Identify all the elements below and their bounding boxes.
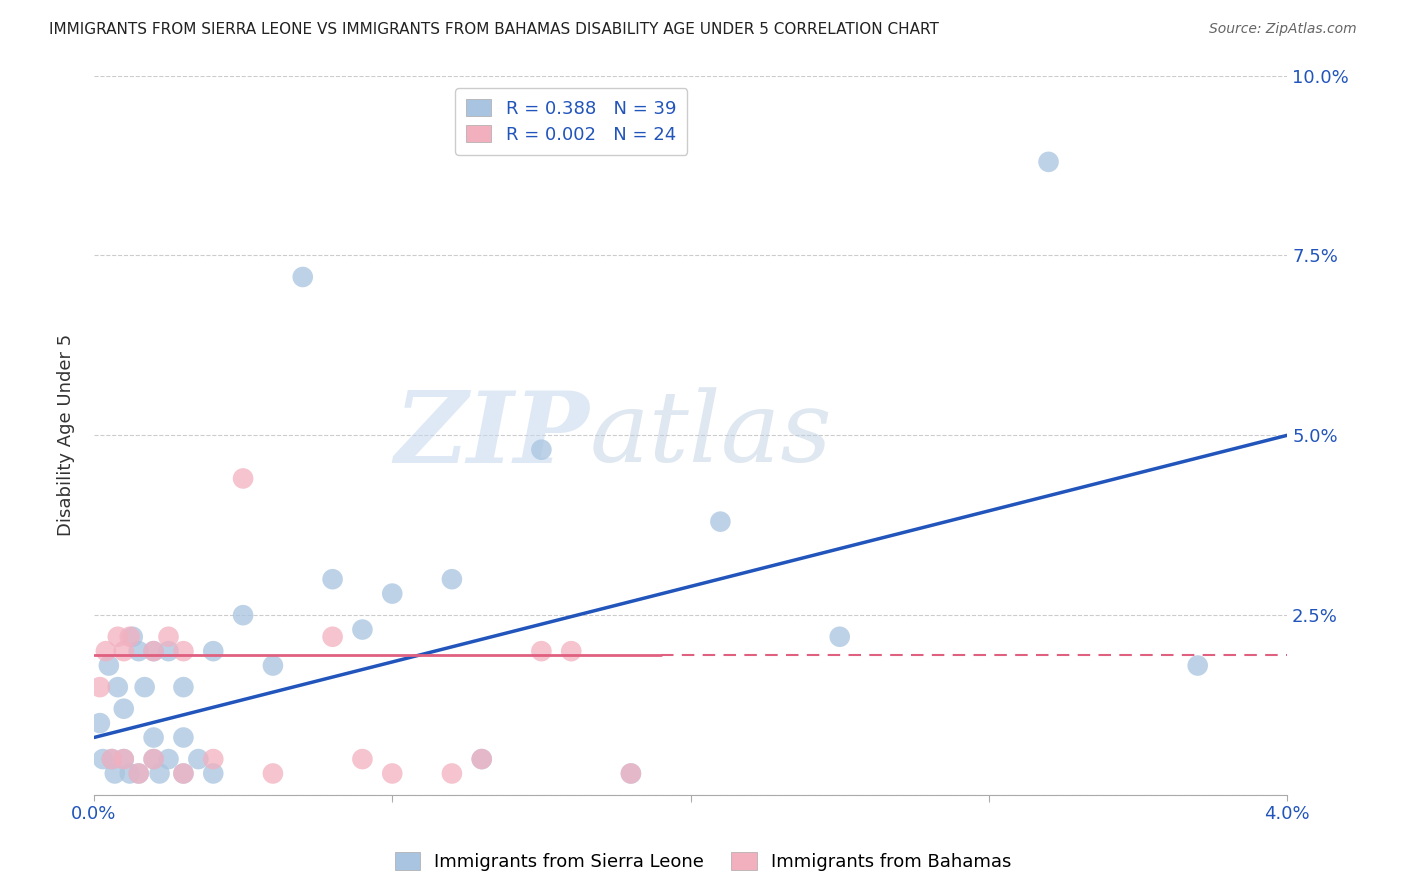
Point: [142, 644, 165, 658]
Point: [322, 572, 344, 586]
Point: [172, 766, 194, 780]
Point: [134, 680, 156, 694]
Point: [322, 630, 344, 644]
Point: [1187, 658, 1209, 673]
Point: [709, 515, 731, 529]
Point: [142, 752, 165, 766]
Point: [262, 766, 284, 780]
Point: [157, 644, 180, 658]
Legend: Immigrants from Sierra Leone, Immigrants from Bahamas: Immigrants from Sierra Leone, Immigrants…: [388, 846, 1018, 879]
Point: [128, 766, 150, 780]
Point: [107, 630, 129, 644]
Point: [104, 766, 127, 780]
Point: [202, 766, 225, 780]
Point: [94, 644, 117, 658]
Point: [530, 442, 553, 457]
Text: Source: ZipAtlas.com: Source: ZipAtlas.com: [1209, 22, 1357, 37]
Point: [172, 680, 194, 694]
Point: [142, 752, 165, 766]
Point: [620, 766, 643, 780]
Point: [97, 658, 120, 673]
Point: [187, 752, 209, 766]
Point: [128, 766, 150, 780]
Point: [112, 702, 135, 716]
Point: [112, 752, 135, 766]
Point: [232, 608, 254, 623]
Point: [89, 716, 111, 731]
Point: [118, 766, 141, 780]
Point: [112, 752, 135, 766]
Point: [91, 752, 114, 766]
Point: [121, 630, 143, 644]
Point: [148, 766, 170, 780]
Point: [1038, 154, 1060, 169]
Point: [530, 644, 553, 658]
Point: [157, 630, 180, 644]
Point: [107, 680, 129, 694]
Point: [471, 752, 494, 766]
Point: [262, 658, 284, 673]
Text: IMMIGRANTS FROM SIERRA LEONE VS IMMIGRANTS FROM BAHAMAS DISABILITY AGE UNDER 5 C: IMMIGRANTS FROM SIERRA LEONE VS IMMIGRAN…: [49, 22, 939, 37]
Point: [440, 572, 463, 586]
Point: [232, 471, 254, 485]
Point: [112, 644, 135, 658]
Y-axis label: Disability Age Under 5: Disability Age Under 5: [58, 334, 75, 536]
Point: [142, 644, 165, 658]
Point: [101, 752, 124, 766]
Point: [172, 766, 194, 780]
Point: [101, 752, 124, 766]
Text: ZIP: ZIP: [394, 387, 589, 483]
Point: [381, 766, 404, 780]
Point: [118, 630, 141, 644]
Point: [440, 766, 463, 780]
Point: [352, 623, 374, 637]
Point: [352, 752, 374, 766]
Point: [202, 752, 225, 766]
Legend: R = 0.388   N = 39, R = 0.002   N = 24: R = 0.388 N = 39, R = 0.002 N = 24: [456, 88, 688, 154]
Point: [471, 752, 494, 766]
Point: [172, 731, 194, 745]
Point: [128, 644, 150, 658]
Point: [202, 644, 225, 658]
Point: [89, 680, 111, 694]
Text: atlas: atlas: [589, 388, 832, 483]
Point: [157, 752, 180, 766]
Point: [142, 731, 165, 745]
Point: [381, 586, 404, 600]
Point: [560, 644, 582, 658]
Point: [172, 644, 194, 658]
Point: [291, 270, 314, 285]
Point: [828, 630, 851, 644]
Point: [620, 766, 643, 780]
